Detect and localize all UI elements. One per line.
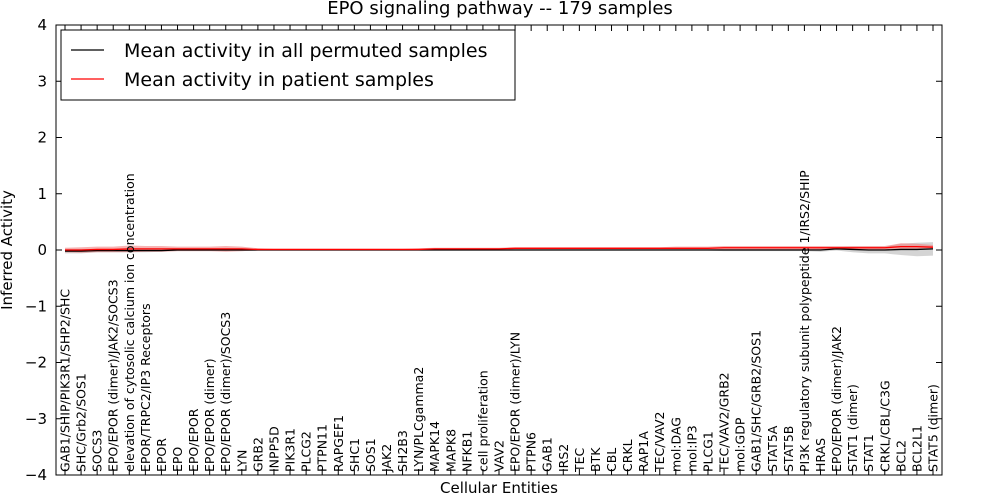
x-tick-label: LYN	[234, 450, 249, 472]
plot-area	[65, 242, 934, 257]
chart-title: EPO signaling pathway -- 179 samples	[327, 0, 673, 19]
x-axis: GAB1/SHIP/PIK3R1/SHP2/SHC SHC/Grb2/SOS1 SO…	[58, 25, 941, 475]
x-tick-label: PLCG2	[299, 431, 314, 472]
x-tick-label: GAB1/SHC/GRB2/SOS1	[749, 330, 764, 472]
x-tick-label: mol:GDP	[733, 417, 748, 472]
y-tick-label: −3	[25, 410, 47, 428]
x-tick-label: STAT1 (dimer)	[845, 384, 860, 472]
y-tick-label: −2	[25, 354, 47, 372]
x-tick-label: JAK2	[379, 444, 394, 473]
x-tick-label: GAB1/SHIP/PIK3R1/SHP2/SHC	[58, 289, 73, 472]
x-tick-label: elevation of cytosolic calcium ion conce…	[122, 173, 137, 472]
x-tick-label: EPO/EPOR	[186, 408, 201, 472]
x-tick-label: SOCS3	[90, 430, 105, 472]
x-tick-label: PLCG1	[700, 431, 715, 472]
y-axis-title: Inferred Activity	[0, 190, 16, 310]
x-tick-label: BCL2	[893, 440, 908, 472]
legend: Mean activity in all permuted samples Me…	[60, 29, 516, 101]
x-tick-label: STAT5 (dimer)	[926, 384, 941, 472]
x-tick-label: RAP1A	[636, 431, 651, 472]
x-tick-label: LYN/PLCgamma2	[411, 367, 426, 472]
x-tick-label: PIK3R1	[283, 428, 298, 472]
y-tick-label: 4	[37, 16, 47, 34]
x-tick-label: CRKL	[620, 439, 635, 472]
x-tick-label: IRS2	[556, 444, 571, 472]
x-tick-label: TEC/VAV2/GRB2	[717, 372, 732, 473]
x-tick-label: HRAS	[813, 438, 828, 472]
y-tick-label: 3	[37, 72, 47, 90]
x-tick-label: CRKL/CBL/C3G	[877, 380, 892, 472]
legend-label-permuted: Mean activity in all permuted samples	[124, 40, 487, 62]
x-tick-label: STAT1	[861, 434, 876, 472]
x-tick-label: PTPN11	[315, 424, 330, 472]
x-tick-label: EPOR	[154, 438, 169, 472]
y-tick-label: −4	[25, 466, 47, 484]
x-tick-label: EPOR/TRPC2/IP3 Receptors	[138, 303, 153, 472]
series-line-1	[65, 245, 934, 251]
x-axis-title: Cellular Entities	[440, 479, 558, 497]
x-tick-label: EPO	[170, 447, 185, 472]
x-tick-label: BCL2L1	[909, 425, 924, 472]
x-tick-label: EPO/EPOR (dimer)/LYN	[508, 332, 523, 472]
x-tick-label: EPO/EPOR (dimer)/JAK2/SOCS3	[106, 279, 121, 472]
x-tick-label: STAT5A	[765, 425, 780, 472]
series-band-1	[65, 243, 933, 253]
y-axis: −4 −3 −2 −1 0 1 2 3 4	[25, 16, 942, 484]
legend-box	[60, 29, 516, 101]
x-tick-label: GRB2	[250, 437, 265, 472]
x-tick-label: mol:IP3	[684, 425, 699, 472]
x-tick-label: INPP5D	[266, 426, 281, 472]
series-line-0	[65, 248, 934, 252]
y-tick-label: 2	[37, 129, 47, 147]
x-tick-label: GAB1	[540, 437, 555, 472]
x-tick-label: SHC/Grb2/SOS1	[74, 373, 89, 472]
x-tick-label: SHC1	[347, 438, 362, 472]
x-tick-label: MAPK14	[427, 421, 442, 472]
x-tick-label: SH2B3	[395, 430, 410, 472]
x-tick-label: EPO/EPOR (dimer)/SOCS3	[218, 312, 233, 472]
x-tick-label: STAT5B	[781, 426, 796, 472]
x-tick-label: EPO/EPOR (dimer)/JAK2	[829, 326, 844, 472]
y-tick-label: 0	[37, 241, 47, 259]
x-tick-label: mol:DAG	[668, 417, 683, 472]
x-tick-label: VAV2	[492, 440, 507, 472]
x-tick-label: BTK	[588, 447, 603, 472]
x-tick-label: cell proliferation	[475, 370, 490, 472]
y-tick-label: −1	[25, 297, 47, 315]
x-tick-label: CBL	[604, 448, 619, 472]
x-tick-label: PI3K regulatory subunit polypeptide 1/IR…	[797, 170, 812, 472]
x-tick-label: MAPK8	[443, 429, 458, 472]
x-tick-label: SOS1	[363, 438, 378, 472]
legend-label-patient: Mean activity in patient samples	[124, 69, 434, 91]
x-tick-label: PTPN6	[524, 432, 539, 472]
x-tick-label: TEC	[572, 447, 587, 473]
x-tick-label: EPO/EPOR (dimer)	[202, 358, 217, 472]
x-tick-label: RAPGEF1	[331, 415, 346, 472]
x-tick-label: TEC/VAV2	[652, 412, 667, 473]
x-tick-label: NFKB1	[459, 431, 474, 472]
y-tick-label: 1	[37, 185, 47, 203]
